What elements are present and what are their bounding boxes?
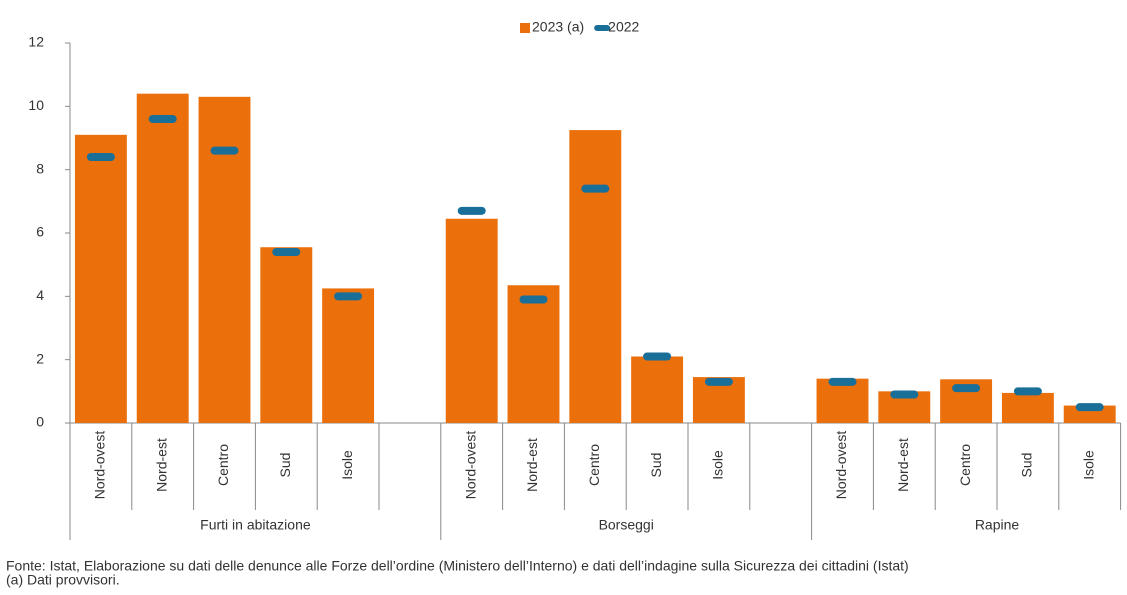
y-tick-label: 10	[28, 97, 44, 113]
x-tick-label: Nord-est	[895, 438, 911, 492]
bar	[631, 356, 684, 423]
x-tick-label: Centro	[586, 444, 602, 486]
bar	[507, 285, 560, 423]
bar	[1001, 392, 1054, 423]
legend-swatch	[520, 23, 530, 33]
x-tick-label: Nord-est	[153, 438, 169, 492]
x-tick-label: Sud	[277, 453, 293, 478]
x-tick-label: Nord-ovest	[92, 431, 108, 500]
marker-2022	[1013, 387, 1042, 396]
bar	[322, 288, 375, 423]
x-tick-label: Sud	[1019, 453, 1035, 478]
group-label: Furti in abitazione	[200, 517, 311, 533]
marker-2022	[1075, 403, 1104, 412]
y-tick-label: 8	[36, 160, 44, 176]
x-tick-label: Nord-ovest	[462, 431, 478, 500]
bar	[74, 134, 127, 424]
bar	[445, 218, 498, 423]
y-tick-label: 0	[36, 414, 44, 430]
x-tick-label: Isole	[1080, 450, 1096, 480]
marker-2022	[890, 390, 919, 399]
bar	[136, 93, 189, 424]
x-tick-label: Isole	[339, 450, 355, 480]
marker-2022	[828, 377, 857, 386]
x-tick-label: Nord-ovest	[833, 431, 849, 500]
x-tick-label: Isole	[710, 450, 726, 480]
y-tick-label: 4	[36, 287, 44, 303]
legend-label: 2022	[608, 19, 639, 35]
x-tick-label: Nord-est	[524, 438, 540, 492]
marker-2022	[581, 184, 610, 193]
marker-2022	[519, 295, 548, 304]
marker-2022	[704, 377, 733, 386]
x-tick-label: Sud	[648, 453, 664, 478]
bar	[260, 247, 313, 423]
y-tick-label: 12	[28, 34, 44, 50]
marker-2022	[643, 352, 672, 361]
footnote: (a) Dati provvisori.	[6, 572, 120, 588]
marker-2022	[334, 292, 363, 301]
marker-2022	[210, 146, 239, 155]
source-note: Fonte: Istat, Elaborazione su dati delle…	[6, 558, 909, 574]
legend-label: 2023 (a)	[532, 19, 584, 35]
marker-2022	[86, 153, 115, 161]
marker-2022	[148, 115, 177, 123]
bar	[1063, 405, 1116, 423]
group-label: Borseggi	[599, 517, 654, 533]
legend-swatch	[594, 25, 611, 31]
bar	[816, 378, 869, 423]
bar	[198, 96, 251, 423]
bar	[569, 130, 622, 424]
x-tick-label: Centro	[957, 444, 973, 486]
y-tick-label: 2	[36, 350, 44, 366]
x-tick-label: Centro	[215, 444, 231, 486]
marker-2022	[457, 206, 486, 215]
y-tick-label: 6	[36, 224, 44, 240]
marker-2022	[952, 384, 981, 393]
marker-2022	[272, 248, 301, 256]
group-label: Rapine	[975, 517, 1020, 533]
